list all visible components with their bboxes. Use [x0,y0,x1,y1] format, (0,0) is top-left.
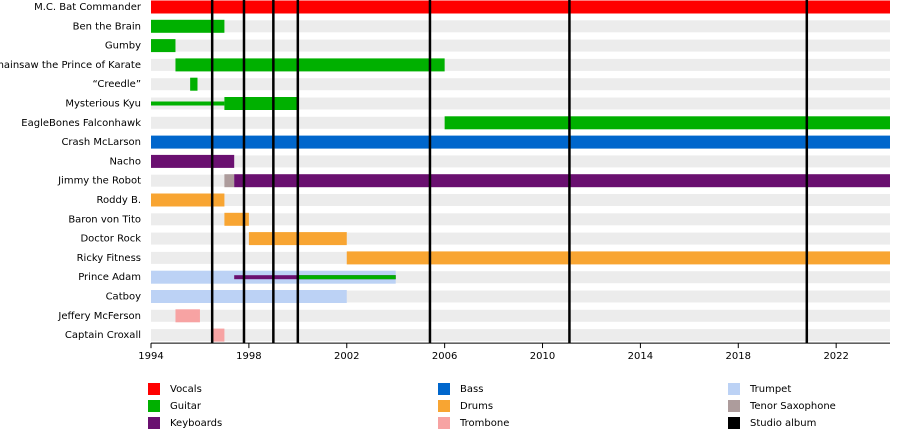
row-stripe [151,309,890,322]
member-bar [297,275,396,280]
legend-label: Vocals [170,384,202,395]
member-bar [151,193,225,207]
member-name: Catboy [106,292,141,303]
member-name: Baron von Tito [68,214,141,225]
member-name: Roddy B. [97,195,141,206]
x-tick-label: 2018 [726,351,751,362]
member-bar [224,174,235,188]
legend-swatch [148,383,160,395]
member-name: M.C. Bat Commander [34,2,142,13]
member-bar [151,290,347,303]
member-bar [151,135,890,149]
member-name: Ben the Brain [73,21,141,32]
legend-swatch [148,400,160,412]
member-name: Doctor Rock [80,234,141,245]
legend-label: Trumpet [749,384,791,395]
member-name: EagleBones Falconhawk [21,118,141,129]
member-name: Gumby [105,41,141,52]
legend-swatch [438,383,450,395]
legend-swatch [728,383,740,395]
member-bar [346,251,890,265]
member-bar [444,116,890,130]
member-name: Prince Adam [78,272,141,283]
legend-swatch [728,400,740,412]
x-tick-label: 2022 [823,351,848,362]
legend-label: Tenor Saxophone [749,401,836,412]
member-name: Nacho [109,156,141,167]
member-bar [151,0,890,14]
legend-label: Keyboards [170,418,222,429]
row-stripe [151,194,890,206]
member-bar [151,154,235,168]
legend-label: Guitar [170,401,202,412]
legend-label: Trombone [459,418,509,429]
x-tick-label: 1998 [236,351,261,362]
row-stripe [151,39,890,52]
x-tick-label: 1994 [138,351,163,362]
row-stripe [151,97,890,110]
legend-swatch [438,400,450,412]
member-name: Jeffery McFerson [57,311,141,322]
member-name: Chainsaw the Prince of Karate [0,60,141,71]
row-stripe [151,78,890,91]
legend-swatch [728,417,740,429]
member-bar [151,19,225,33]
legend-label: Bass [460,384,483,395]
legend-swatch [438,417,450,429]
member-bar [175,309,200,323]
legend-label: Drums [460,401,493,412]
member-bar [151,101,225,106]
member-name: Jimmy the Robot [57,176,141,187]
x-tick-label: 2002 [334,351,359,362]
member-name: Ricky Fitness [77,253,141,264]
member-bar [151,39,176,53]
member-name: Mysterious Kyu [65,99,141,110]
x-tick-label: 2006 [432,351,457,362]
row-stripe [151,329,890,342]
member-name: Captain Croxall [65,330,141,341]
member-bar [234,174,890,188]
row-stripe [151,213,890,226]
legend-swatch [148,417,160,429]
member-name: Crash McLarson [61,137,141,148]
row-stripe [151,155,890,168]
member-bar [175,58,445,72]
x-tick-label: 2014 [628,351,653,362]
member-bar [224,97,298,110]
member-bar [212,328,225,342]
member-name: “Creedle” [93,79,141,90]
member-bar [190,77,198,91]
x-tick-label: 2010 [530,351,555,362]
legend-label: Studio album [750,418,816,429]
row-stripe [151,20,890,33]
